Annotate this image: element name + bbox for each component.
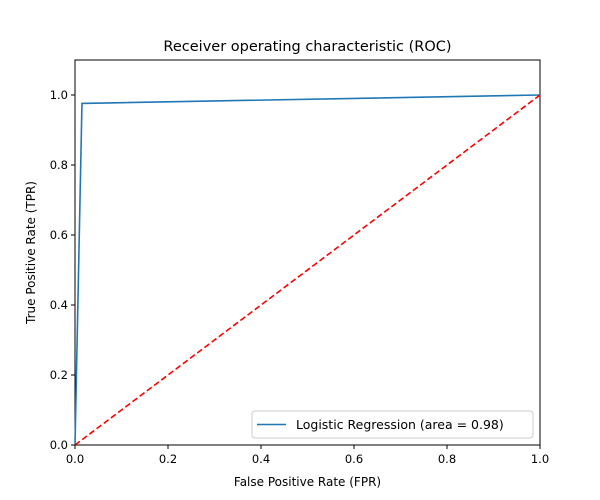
legend-entry-logistic-regression: Logistic Regression (area = 0.98) [296, 417, 504, 432]
x-tick-label: 0.4 [252, 452, 270, 466]
x-tick-label: 0.6 [345, 452, 363, 466]
legend: Logistic Regression (area = 0.98) [251, 410, 534, 439]
plot-frame [74, 59, 541, 446]
x-axis-label: False Positive Rate (FPR) [234, 475, 381, 489]
plot-area: 0.0 0.2 0.4 0.6 0.8 1.0 0.0 0.2 0.4 0.6 0.8 1.0 [50, 59, 549, 466]
legend-box [251, 410, 534, 439]
series-layer [74, 94, 541, 446]
y-tick-label: 0.2 [50, 368, 68, 382]
chart-title: Receiver operating characteristic (ROC) [163, 39, 451, 55]
y-tick-label: 0.0 [50, 438, 68, 452]
x-tick-label: 1.0 [531, 452, 549, 466]
series-line-logistic-regression [74, 94, 541, 446]
y-tick-label: 0.8 [50, 158, 68, 172]
y-tick-label: 1.0 [50, 88, 68, 102]
x-tick-label: 0.0 [66, 452, 84, 466]
ticks-layer: 0.0 0.2 0.4 0.6 0.8 1.0 0.0 0.2 0.4 0.6 0.8 1.0 [50, 88, 549, 466]
series-line-chance-diagonal [74, 94, 541, 446]
x-tick-label: 0.2 [159, 452, 177, 466]
y-tick-label: 0.6 [50, 228, 68, 242]
y-axis-label: True Positive Rate (TPR) [24, 181, 38, 325]
x-tick-label: 0.8 [438, 452, 456, 466]
y-tick-label: 0.4 [50, 298, 68, 312]
